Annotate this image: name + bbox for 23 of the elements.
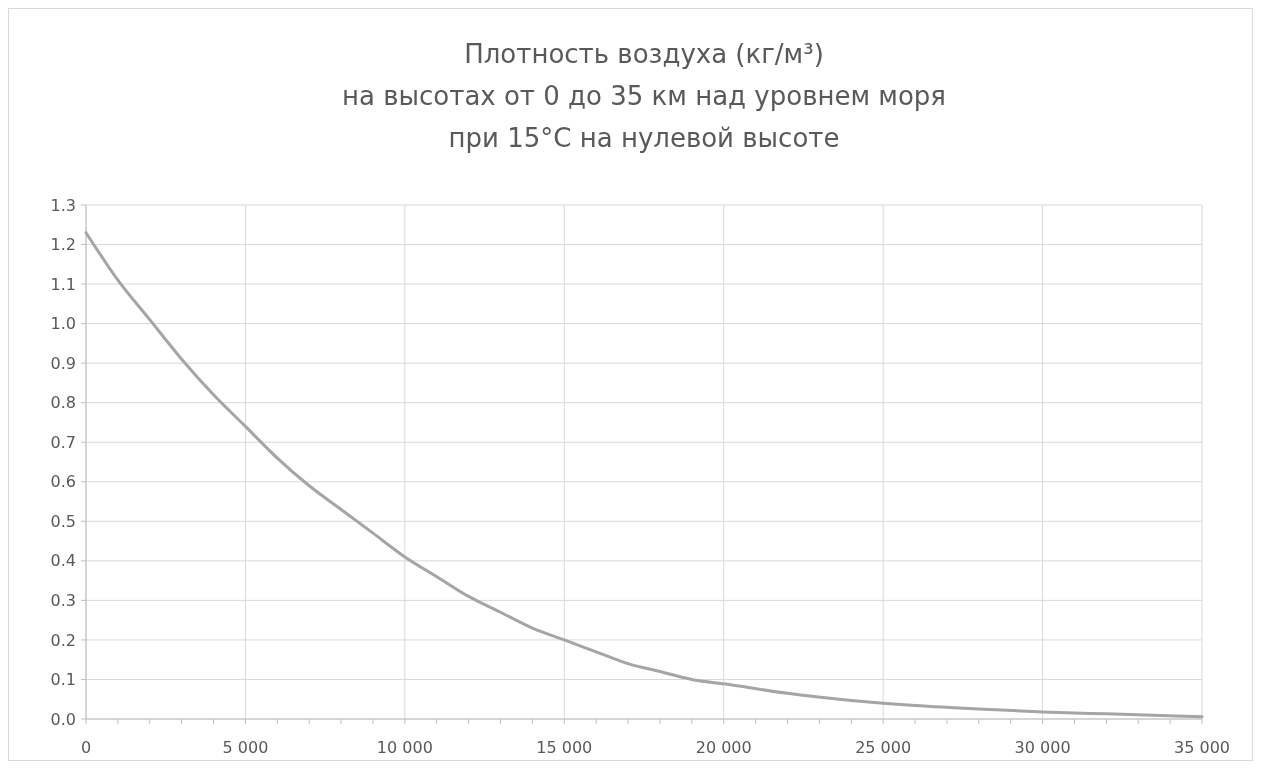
x-tick-label: 5 000 bbox=[222, 738, 269, 757]
y-tick-label: 0.7 bbox=[50, 432, 76, 452]
x-tick-label: 25 000 bbox=[855, 738, 912, 757]
y-tick-label: 0.8 bbox=[50, 393, 76, 413]
y-tick-label: 1.3 bbox=[50, 195, 76, 215]
y-tick-label: 0.5 bbox=[50, 511, 76, 531]
x-tick-label: 35 000 bbox=[1174, 738, 1230, 757]
y-tick-label: 0.4 bbox=[50, 551, 76, 571]
x-tick-label: 10 000 bbox=[376, 738, 433, 757]
y-tick-label: 1.1 bbox=[50, 274, 76, 294]
x-tick-label: 15 000 bbox=[536, 738, 593, 757]
y-tick-label: 0.2 bbox=[50, 630, 76, 650]
x-tick-label: 0 bbox=[80, 738, 92, 757]
chart-title: Плотность воздуха (кг/м³) на высотах от 0 до 35 км над уровнем моря при 15°C на нулевой высоте bbox=[341, 39, 947, 153]
y-tick-label: 0.9 bbox=[50, 353, 76, 373]
y-tick-label: 0.0 bbox=[50, 709, 76, 729]
y-tick-label: 0.6 bbox=[50, 472, 76, 492]
x-tick-label: 20 000 bbox=[695, 738, 752, 757]
y-tick-label: 0.3 bbox=[50, 590, 76, 610]
y-tick-label: 1.2 bbox=[50, 235, 76, 255]
y-tick-label: 1.0 bbox=[50, 314, 76, 334]
y-tick-label: 0.1 bbox=[50, 670, 76, 690]
x-tick-label: 30 000 bbox=[1014, 738, 1071, 757]
